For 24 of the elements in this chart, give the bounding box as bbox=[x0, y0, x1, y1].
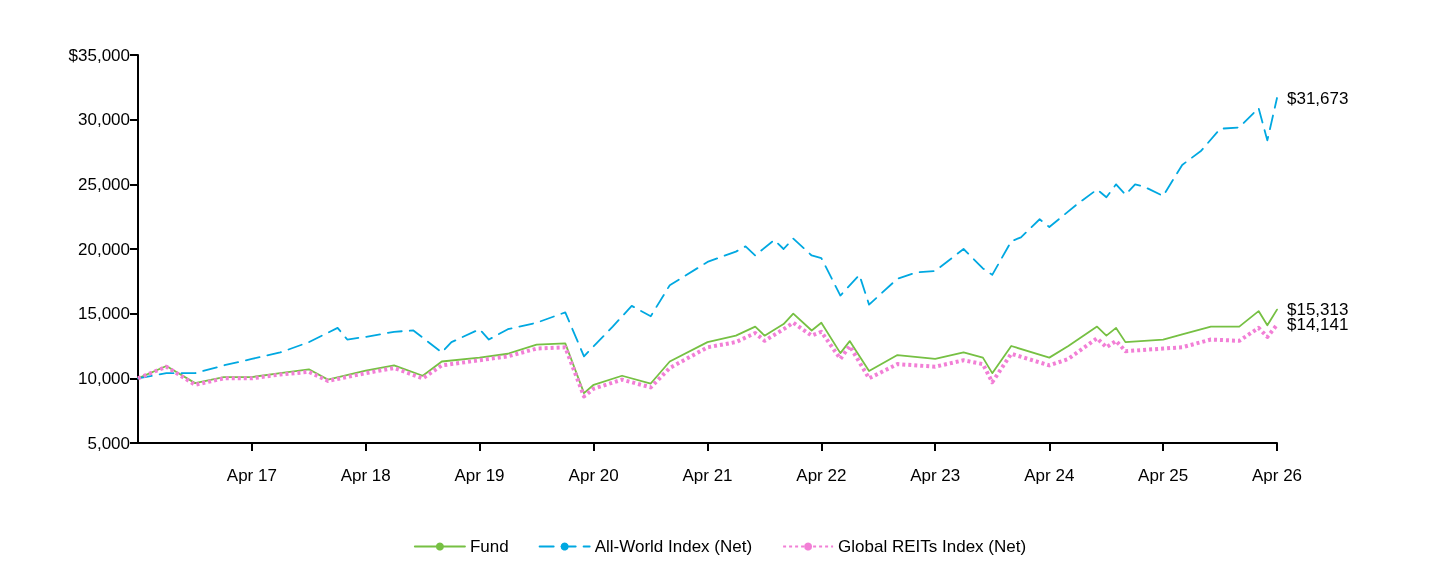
x-tick-label: Apr 18 bbox=[340, 466, 391, 485]
line-series bbox=[137, 97, 1278, 380]
y-tick-label: 5,000 bbox=[87, 433, 130, 453]
x-tick-label: Apr 23 bbox=[910, 466, 961, 485]
y-tick-label: 20,000 bbox=[78, 239, 130, 259]
y-tick-label: 25,000 bbox=[78, 174, 130, 194]
x-tick-label: Apr 22 bbox=[796, 466, 847, 485]
legend-label: All-World Index (Net) bbox=[594, 537, 753, 556]
legend-label: Fund bbox=[469, 537, 509, 556]
x-tick-label: Apr 19 bbox=[454, 466, 505, 485]
legend-label: Global REITs Index (Net) bbox=[838, 537, 1027, 556]
x-tick-label: Apr 24 bbox=[1024, 466, 1075, 485]
y-tick-label: $35,000 bbox=[68, 45, 130, 65]
x-tick-label: Apr 21 bbox=[682, 466, 733, 485]
y-tick-label: 30,000 bbox=[78, 110, 130, 130]
data-label: $31,673 bbox=[1287, 88, 1349, 108]
y-tick-label: 15,000 bbox=[78, 304, 130, 324]
x-tick-label: Apr 25 bbox=[1138, 466, 1189, 485]
line-series bbox=[136, 320, 1279, 399]
x-tick-label: Apr 17 bbox=[226, 466, 277, 485]
y-tick-label: 10,000 bbox=[78, 368, 130, 388]
x-tick-label: Apr 20 bbox=[568, 466, 619, 485]
line-series bbox=[137, 308, 1278, 394]
x-tick-label: Apr 26 bbox=[1251, 466, 1303, 485]
